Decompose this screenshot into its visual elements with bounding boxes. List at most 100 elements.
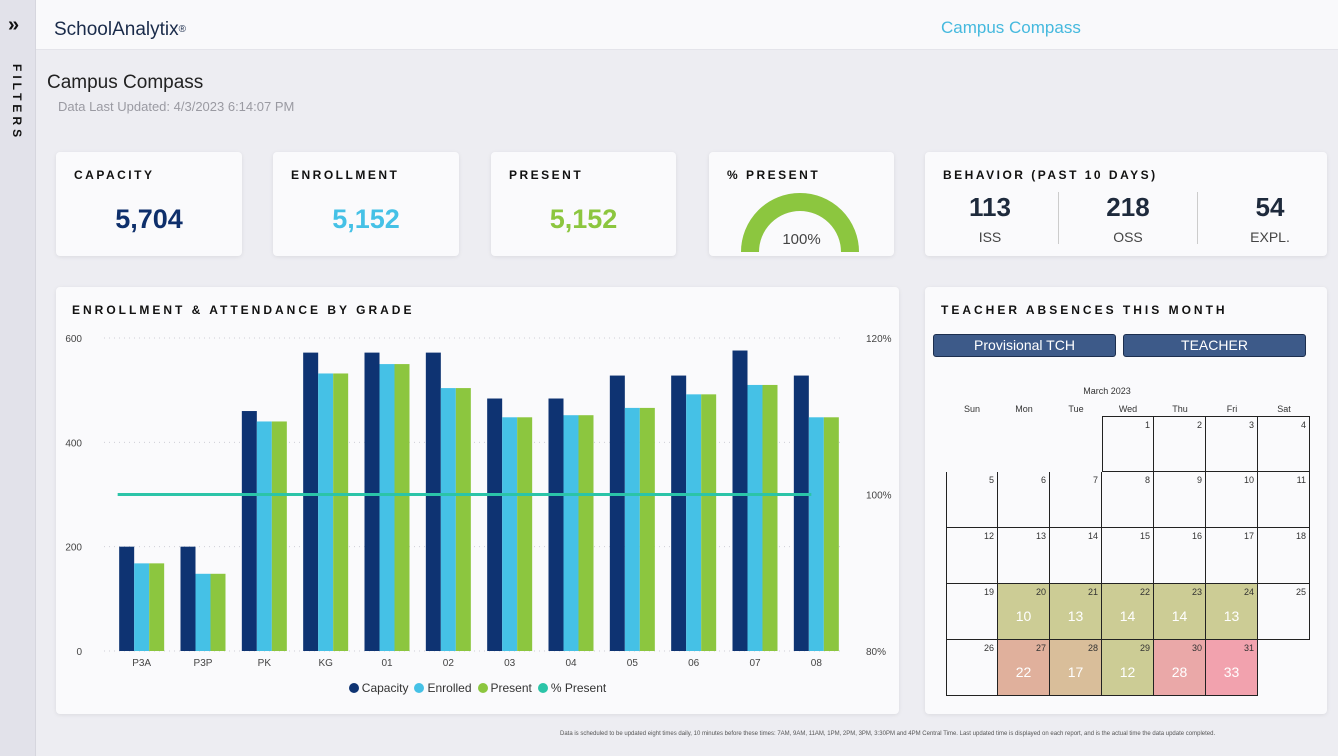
y-tick-label: 0 (76, 647, 82, 658)
bar-present-p3p (210, 573, 226, 651)
calendar-day-number: 13 (1035, 531, 1046, 541)
legend-item--present[interactable]: % Present (537, 681, 607, 695)
expl-value: 54 (1255, 192, 1285, 222)
iss-value: 113 (969, 192, 1011, 222)
calendar-day-cell[interactable]: 9 (1154, 472, 1206, 528)
calendar-day-number: 6 (1040, 475, 1046, 485)
bar-enrolled-04 (563, 415, 579, 651)
calendar-weekday-label: Sat (1277, 404, 1291, 414)
calendar-day-cell[interactable]: 12 (946, 528, 998, 584)
calendar-day-number: 7 (1092, 475, 1098, 485)
behavior-title: BEHAVIOR (PAST 10 DAYS) (943, 168, 1158, 182)
absence-count: 13 (1223, 608, 1240, 624)
calendar-day-cell[interactable]: 19 (946, 584, 998, 640)
bar-present-01 (394, 364, 410, 651)
calendar-day-cell[interactable]: 22 14 (1102, 584, 1154, 640)
calendar-day-cell[interactable]: 30 28 (1154, 640, 1206, 696)
legend-item-present[interactable]: Present (477, 681, 532, 695)
pct-present-label: % PRESENT (727, 168, 821, 182)
calendar-day-cell[interactable]: 27 22 (998, 640, 1050, 696)
page-title: Campus Compass (47, 72, 204, 93)
filters-pane[interactable]: » FILTERS (0, 0, 36, 756)
provisional-tch-button[interactable]: Provisional TCH (933, 334, 1116, 357)
teacher-button[interactable]: TEACHER (1123, 334, 1306, 357)
bar-capacity-02 (425, 352, 441, 651)
calendar-day-cell[interactable]: 15 (1102, 528, 1154, 584)
calendar-day-number: 16 (1191, 531, 1202, 541)
bar-capacity-kg (303, 352, 319, 651)
present-label: PRESENT (509, 168, 584, 182)
calendar-day-cell[interactable]: 28 17 (1050, 640, 1102, 696)
bar-enrolled-pk (256, 421, 272, 651)
calendar-day-cell[interactable]: 5 (946, 472, 998, 528)
calendar-day-number: 2 (1196, 420, 1202, 430)
calendar-day-number: 1 (1144, 420, 1150, 430)
calendar-day-cell[interactable]: 24 13 (1206, 584, 1258, 640)
x-tick-label: 08 (811, 658, 823, 669)
filters-label[interactable]: FILTERS (10, 64, 24, 142)
calendar-day-cell[interactable]: 4 (1258, 416, 1310, 472)
calendar-day-number: 21 (1087, 587, 1098, 597)
absence-count: 14 (1119, 608, 1136, 624)
calendar-day-number: 12 (983, 531, 994, 541)
capacity-value: 5,704 (115, 204, 183, 234)
calendar-day-cell[interactable]: 6 (998, 472, 1050, 528)
bar-enrolled-01 (379, 364, 395, 651)
calendar-day-cell[interactable]: 29 12 (1102, 640, 1154, 696)
calendar-day-cell[interactable]: 10 (1206, 472, 1258, 528)
calendar-day-cell[interactable]: 20 10 (998, 584, 1050, 640)
brand-logo: SchoolAnalytix® (54, 19, 186, 41)
calendar-day-cell[interactable]: 23 14 (1154, 584, 1206, 640)
x-tick-label: 03 (504, 658, 516, 669)
bar-enrolled-p3p (195, 573, 211, 651)
bar-capacity-p3a (119, 546, 135, 651)
bar-capacity-06 (671, 375, 687, 651)
calendar-month: March 2023 (1083, 386, 1131, 396)
calendar-day-cell[interactable]: 16 (1154, 528, 1206, 584)
calendar-day-cell[interactable]: 25 (1258, 584, 1310, 640)
calendar-day-number: 19 (983, 587, 994, 597)
iss-label: ISS (978, 229, 1002, 245)
bar-enrolled-05 (624, 407, 640, 651)
legend-marker (477, 683, 488, 693)
calendar-day-number: 25 (1295, 587, 1306, 597)
calendar-day-cell[interactable]: 17 (1206, 528, 1258, 584)
x-tick-label: 04 (565, 658, 577, 669)
calendar-day-cell[interactable]: 21 13 (1050, 584, 1102, 640)
calendar-day-cell[interactable]: 31 33 (1206, 640, 1258, 696)
calendar-day-cell[interactable]: 1 (1102, 416, 1154, 472)
behavior-divider (1197, 192, 1198, 244)
calendar-day-cell[interactable]: 2 (1154, 416, 1206, 472)
calendar-weekday-label: Wed (1118, 404, 1138, 414)
expand-filters-icon[interactable]: » (8, 14, 19, 36)
calendar-day-cell[interactable]: 7 (1050, 472, 1102, 528)
pct-present-card: % PRESENT 100% (709, 152, 894, 256)
absence-count: 22 (1015, 664, 1032, 680)
y-tick-label: 600 (65, 334, 82, 345)
calendar-day-cell[interactable]: 11 (1258, 472, 1310, 528)
legend-label: Enrolled (427, 681, 472, 695)
calendar-day-cell[interactable]: 3 (1206, 416, 1258, 472)
legend-label: Present (490, 681, 532, 695)
legend-item-enrolled[interactable]: Enrolled (414, 681, 472, 695)
enrollment-label: ENROLLMENT (291, 168, 400, 182)
calendar-day-number: 11 (1296, 475, 1306, 485)
calendar-day-cell[interactable]: 14 (1050, 528, 1102, 584)
bar-capacity-08 (793, 375, 809, 651)
calendar-day-cell[interactable]: 26 (946, 640, 998, 696)
enrollment-chart[interactable]: 0 200 400 600 80% 100% 120% P3A P3P PK KG 01 02 03 04 0… (56, 287, 899, 677)
legend-item-capacity[interactable]: Capacity (348, 681, 408, 695)
calendar-day-number: 18 (1295, 531, 1306, 541)
calendar-day-cell[interactable]: 18 (1258, 528, 1310, 584)
bar-present-05 (639, 407, 655, 651)
chart-title: ENROLLMENT & ATTENDANCE BY GRADE (72, 303, 415, 317)
legend-label: % Present (550, 681, 607, 695)
bar-enrolled-02 (440, 388, 456, 651)
report-title: Campus Compass (941, 18, 1081, 37)
enrollment-chart-card: ENROLLMENT & ATTENDANCE BY GRADE 0 200 400… (56, 287, 899, 714)
calendar-day-cell[interactable]: 13 (998, 528, 1050, 584)
calendar-weekday-label: Fri (1226, 404, 1238, 414)
y-tick-label: 400 (65, 438, 82, 449)
calendar-day-cell[interactable]: 8 (1102, 472, 1154, 528)
absence-count: 13 (1067, 608, 1084, 624)
